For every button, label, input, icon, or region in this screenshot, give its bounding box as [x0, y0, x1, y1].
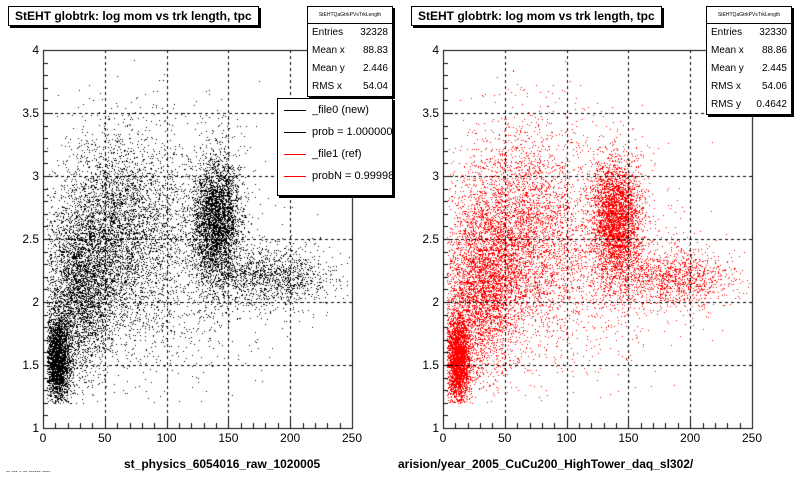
legend-swatch [284, 154, 306, 155]
left-stats-box: StEHTQaGtrkPVsTrkLength Entries 32328 Mea… [307, 6, 393, 97]
legend-label: _file1 (ref) [312, 148, 362, 160]
y-tick-label: 1.5 [422, 358, 439, 372]
x-tick-label: 250 [741, 431, 763, 445]
y-tick-label: 4 [32, 43, 39, 57]
footer-note: -- --- - -- ------ ---- [6, 469, 51, 475]
right-stats-row: Entries 32330 [711, 27, 787, 38]
right-x-axis-label: arision/year_2005_CuCu200_HighTower_daq_… [398, 457, 694, 471]
y-tick-label: 4 [432, 43, 439, 57]
y-tick-label: 2 [432, 295, 439, 309]
left-stats-row: RMS x 54.04 [312, 81, 388, 92]
y-tick-label: 2.5 [22, 232, 39, 246]
left-stats-name: StEHTQaGtrkPVsTrkLength [308, 7, 392, 24]
legend-label: _file0 (new) [312, 104, 369, 116]
right-stats-row: Mean x 88.86 [711, 45, 787, 56]
y-tick-label: 2 [32, 295, 39, 309]
x-tick-label: 100 [556, 431, 577, 445]
y-tick-label: 3.5 [22, 106, 39, 120]
left-stats-row: Entries 32328 [312, 27, 388, 38]
x-tick-label: 0 [39, 431, 47, 445]
y-tick-label: 3 [32, 169, 39, 183]
legend-swatch [284, 176, 306, 177]
right-plot-title: StEHT globtrk: log mom vs trk length, tp… [411, 6, 662, 26]
y-tick-label: 3 [432, 169, 439, 183]
y-tick-label: 1 [32, 421, 39, 435]
legend-label: prob = 1.000000 [312, 126, 393, 138]
right-stats-row: RMS y 0.4642 [711, 99, 787, 110]
right-stats-row: RMS x 54.06 [711, 81, 787, 92]
legend-entry: probN = 0.99998 [278, 165, 392, 187]
x-tick-label: 0 [439, 431, 447, 445]
legend-swatch [284, 110, 306, 111]
legend-swatch [284, 132, 306, 133]
right-stats-row: Mean y 2.445 [711, 63, 787, 74]
left-plot-title: StEHT globtrk: log mom vs trk length, tp… [8, 6, 259, 26]
legend-entry: prob = 1.000000 [278, 121, 392, 143]
y-tick-label: 2.5 [422, 232, 439, 246]
right-stats-box: StEHTQaGtrkPVsTrkLength Entries 32330 Mea… [706, 6, 792, 115]
right-stats-name: StEHTQaGtrkPVsTrkLength [707, 7, 791, 24]
x-tick-label: 250 [341, 431, 363, 445]
left-stats-row: Mean x 88.83 [312, 45, 388, 56]
left-stats-row: Mean y 2.446 [312, 63, 388, 74]
legend-label: probN = 0.99998 [312, 170, 393, 182]
x-tick-label: 150 [618, 431, 639, 445]
x-tick-label: 150 [218, 431, 239, 445]
x-tick-label: 50 [98, 431, 112, 445]
y-tick-label: 1 [432, 421, 439, 435]
x-tick-label: 200 [680, 431, 701, 445]
left-x-axis-label: st_physics_6054016_raw_1020005 [124, 457, 321, 471]
legend-entry: _file1 (ref) [278, 143, 392, 165]
y-tick-label: 1.5 [22, 358, 39, 372]
x-tick-label: 50 [498, 431, 512, 445]
left-legend: _file0 (new) prob = 1.000000 _file1 (ref… [277, 98, 393, 196]
x-tick-label: 100 [156, 431, 177, 445]
x-tick-label: 200 [280, 431, 301, 445]
y-tick-label: 3.5 [422, 106, 439, 120]
legend-entry: _file0 (new) [278, 99, 392, 121]
